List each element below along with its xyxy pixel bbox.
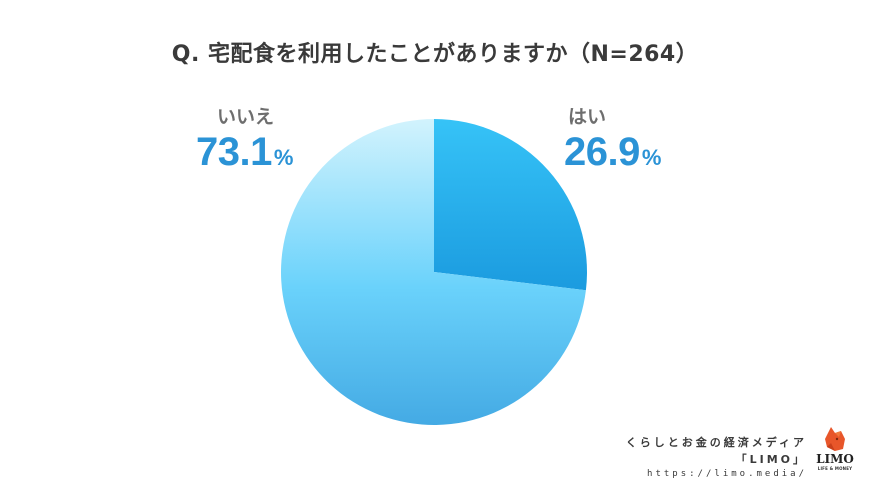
logo-subtitle: LIFE & MONEY: [817, 466, 853, 471]
logo-word: LIMO: [816, 452, 854, 466]
fox-icon: [825, 427, 845, 451]
media-brand: 「LIMO」: [735, 453, 807, 466]
source-credit: くらしとお金の経済メディア 「LIMO」 https://limo.media/: [626, 434, 807, 479]
percent-no-unit: %: [273, 145, 294, 170]
media-tagline: くらしとお金の経済メディア: [625, 436, 807, 449]
percent-yes: 26.9%: [564, 130, 661, 175]
percent-yes-value: 26.9: [564, 130, 640, 174]
pie-slice-yes: [434, 119, 587, 291]
pie-slice-no: [281, 119, 586, 425]
percent-no: 73.1%: [196, 130, 293, 175]
label-no: いいえ: [217, 106, 275, 128]
percent-yes-unit: %: [641, 145, 662, 170]
media-url: https://limo.media/: [647, 469, 807, 479]
label-yes: はい: [568, 106, 607, 128]
limo-logo: LIMO LIFE & MONEY: [815, 425, 855, 475]
percent-no-value: 73.1: [196, 130, 272, 174]
chart-title: Q. 宅配食を利用したことがありますか（N=264）: [171, 42, 699, 67]
